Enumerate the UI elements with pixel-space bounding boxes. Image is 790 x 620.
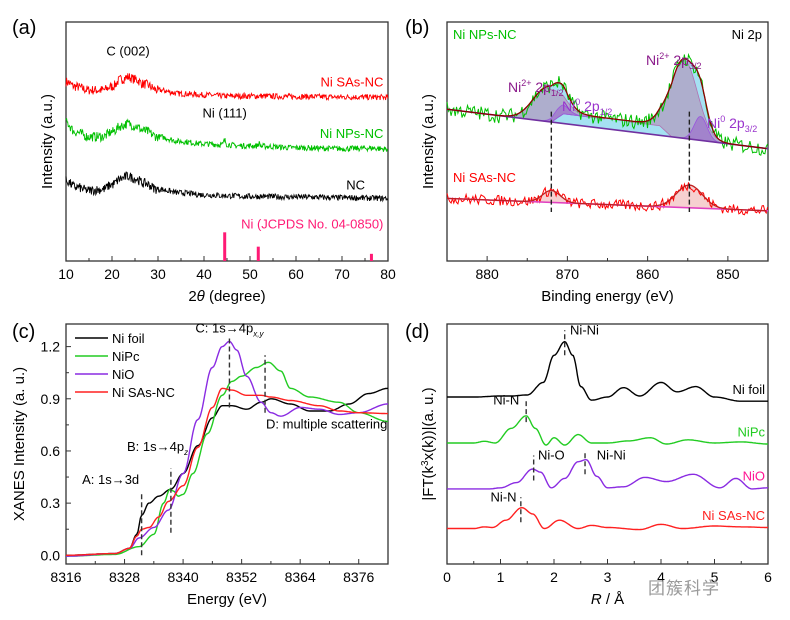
x-tick-label: 8376 xyxy=(343,569,374,585)
spectrum-title: Ni 2p xyxy=(732,27,762,42)
x-tick-label: 0 xyxy=(443,569,451,585)
y-tick-label: 0.6 xyxy=(41,443,61,459)
x-tick-label: 860 xyxy=(636,266,660,282)
x-tick-label: 50 xyxy=(242,266,258,282)
panel-label: (c) xyxy=(12,321,35,343)
fit-envelope-line xyxy=(446,57,767,150)
plot-frame xyxy=(65,323,389,565)
peak-label: Ni2+ 2p3/2 xyxy=(646,51,701,71)
series-line-ni-sas-nc xyxy=(447,506,768,531)
annotation-label: Ni (JCPDS No. 04-0850) xyxy=(241,217,383,232)
annotation-label: C (002) xyxy=(106,43,149,58)
y-axis-label: XANES Intensity (a. u.) xyxy=(11,367,28,521)
watermark: 团簇科学 xyxy=(648,579,720,599)
annotation-label: Ni NPs-NC xyxy=(320,126,384,141)
x-tick-label: 8340 xyxy=(168,569,199,585)
y-tick-label: 0.9 xyxy=(41,391,61,407)
panel-c: (c) 8316 8328 8340 8352 8364 8376 Energy (eV) XA… xyxy=(11,321,389,608)
panel-label: (d) xyxy=(405,321,429,343)
annotation-label: D: multiple scattering xyxy=(266,416,387,431)
x-tick-label: 880 xyxy=(475,266,499,282)
panel-label: (a) xyxy=(12,17,36,39)
series-line-ni-nps-nc xyxy=(65,118,388,153)
annotation-label: B: 1s→4pz xyxy=(127,439,188,457)
bond-annotation: Ni-Ni xyxy=(570,322,599,337)
x-tick-label: 80 xyxy=(380,266,396,282)
x-tick-label: 2 xyxy=(550,569,558,585)
annotation-label: A: 1s→3d xyxy=(82,472,139,487)
x-tick-label: 8364 xyxy=(285,569,316,585)
series-label: Ni SAs-NC xyxy=(453,170,516,185)
peak-label: Ni0 2p3/2 xyxy=(707,114,757,134)
series-line-nipc xyxy=(66,361,388,557)
x-tick-label: 70 xyxy=(334,266,350,282)
series-label: Ni SAs-NC xyxy=(702,508,765,523)
bond-annotation: Ni-O xyxy=(538,448,565,463)
x-tick-label: 1 xyxy=(497,569,505,585)
series-label: NiPc xyxy=(738,425,766,440)
series-label: NiO xyxy=(743,469,765,484)
x-tick-label: 3 xyxy=(604,569,612,585)
x-tick-label: 8328 xyxy=(109,569,140,585)
x-axis-label: 2θ (degree) xyxy=(188,288,265,305)
bond-annotation: Ni-N xyxy=(491,489,517,504)
panel-a: (a) 10 20 30 40 50 60 70 80 2θ (degree) Intensity … xyxy=(12,17,396,305)
annotation-label: NC xyxy=(346,177,365,192)
peak-label: Ni2+ 2p1/2 xyxy=(508,78,563,98)
x-axis-label: R / Å xyxy=(591,591,624,608)
x-tick-label: 5 xyxy=(711,569,719,585)
x-tick-label: 870 xyxy=(556,266,580,282)
legend-label: Ni foil xyxy=(112,331,145,346)
x-tick-label: 40 xyxy=(196,266,212,282)
panel-label: (b) xyxy=(405,17,429,39)
panel-d: (d) 0 1 2 3 4 5 6 R / Å |FT(k3x(k))|(a. u.) Ni foi… xyxy=(405,321,772,608)
annotation-label: Ni SAs-NC xyxy=(321,75,384,90)
annotation-label: C: 1s→4px,y xyxy=(195,321,264,339)
x-tick-label: 6 xyxy=(764,569,772,585)
x-tick-label: 8316 xyxy=(50,569,81,585)
y-axis-label: |FT(k3x(k))|(a. u.) xyxy=(420,387,438,500)
y-tick-label: 0.3 xyxy=(41,495,61,511)
x-axis-label: Binding energy (eV) xyxy=(541,288,674,305)
series-line-ni-foil xyxy=(447,340,768,402)
series-label: Ni foil xyxy=(732,382,765,397)
series-line-ni-sas-nc xyxy=(66,387,388,556)
series-data-ni-sas-nc xyxy=(446,182,769,216)
x-tick-label: 850 xyxy=(716,266,740,282)
x-tick-label: 30 xyxy=(150,266,166,282)
fit-envelope-line xyxy=(447,184,767,212)
fit-component-peak xyxy=(638,185,741,210)
x-axis-label: Energy (eV) xyxy=(187,591,267,608)
legend-label: NiO xyxy=(112,367,134,382)
legend: Ni foil NiPc NiO Ni SAs-NC xyxy=(75,331,175,400)
series-line-nc xyxy=(65,171,389,203)
x-tick-label: 10 xyxy=(58,266,74,282)
bond-annotation: Ni-Ni xyxy=(597,448,626,463)
x-tick-label: 4 xyxy=(657,569,665,585)
series-label: Ni NPs-NC xyxy=(453,27,517,42)
x-tick-label: 20 xyxy=(104,266,120,282)
series-line-nio xyxy=(447,459,768,490)
series-line-nipc xyxy=(447,415,768,446)
x-tick-label: 60 xyxy=(288,266,304,282)
y-tick-label: 0.0 xyxy=(41,547,61,563)
annotation-label: Ni (111) xyxy=(203,106,247,121)
series-line-ni-sas-nc xyxy=(65,73,389,101)
y-axis-label: Intensity (a.u.) xyxy=(39,94,56,189)
legend-label: Ni SAs-NC xyxy=(112,385,175,400)
y-axis-label: Intensity (a.u.) xyxy=(420,94,437,189)
x-tick-label: 8352 xyxy=(226,569,257,585)
legend-label: NiPc xyxy=(112,349,140,364)
panel-b: (b) 880 870 860 850 Binding energy (eV) Intens… xyxy=(405,17,769,305)
y-tick-label: 1.2 xyxy=(41,339,61,355)
peak-label: Ni0 2p1/2 xyxy=(562,97,612,117)
bond-annotation: Ni-N xyxy=(493,392,519,407)
